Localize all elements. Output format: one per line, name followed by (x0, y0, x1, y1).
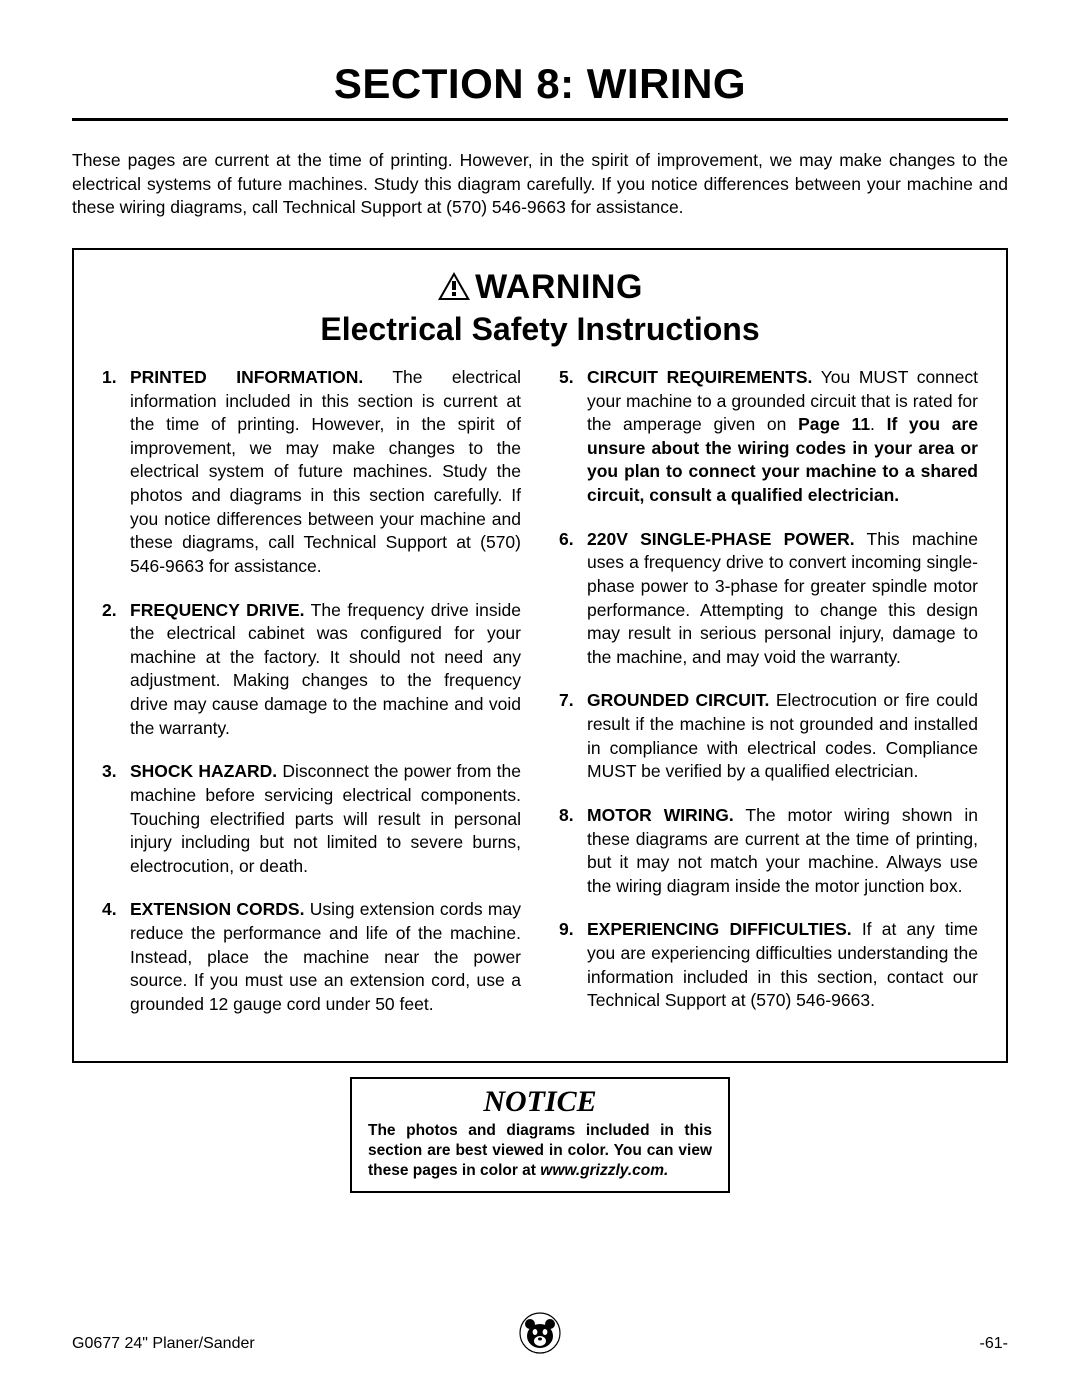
footer-right: -61- (980, 1335, 1008, 1353)
list-item: 4. EXTENSION CORDS. Using extension cord… (102, 898, 521, 1016)
item-number: 5. (559, 366, 574, 390)
item-number: 9. (559, 918, 574, 942)
item-body: This machine uses a frequency drive to c… (587, 529, 978, 667)
footer-left: G0677 24" Planer/Sander (72, 1335, 255, 1353)
item-title: CIRCUIT REQUIREMENTS. (587, 367, 812, 387)
item-title: EXTENSION CORDS. (130, 899, 304, 919)
warning-columns: 1. PRINTED INFORMATION. The electrical i… (102, 366, 978, 1037)
item-mid: . (870, 414, 887, 434)
section-title: SECTION 8: WIRING (72, 60, 1008, 108)
notice-url: www.grizzly.com. (540, 1162, 668, 1179)
warning-heading: WARNING (102, 268, 978, 307)
item-title: FREQUENCY DRIVE. (130, 600, 304, 620)
list-item: 3. SHOCK HAZARD. Disconnect the power fr… (102, 760, 521, 878)
item-body: The frequency drive inside the electrica… (130, 600, 521, 738)
list-item: 8. MOTOR WIRING. The motor wiring shown … (559, 804, 978, 899)
item-title: 220V SINGLE-PHASE POWER. (587, 529, 855, 549)
list-item: 6. 220V SINGLE-PHASE POWER. This machine… (559, 528, 978, 670)
title-rule (72, 118, 1008, 121)
item-number: 4. (102, 898, 117, 922)
list-item: 7. GROUNDED CIRCUIT. Electrocution or fi… (559, 689, 978, 784)
item-title: MOTOR WIRING. (587, 805, 734, 825)
item-number: 6. (559, 528, 574, 552)
warning-col-left: 1. PRINTED INFORMATION. The electrical i… (102, 366, 521, 1037)
intro-paragraph: These pages are current at the time of p… (72, 149, 1008, 220)
bear-logo-icon (519, 1312, 561, 1354)
item-number: 3. (102, 760, 117, 784)
notice-box: NOTICE The photos and diagrams included … (350, 1077, 730, 1193)
item-number: 1. (102, 366, 117, 390)
list-item: 2. FREQUENCY DRIVE. The frequency drive … (102, 599, 521, 741)
warning-box: WARNING Electrical Safety Instructions 1… (72, 248, 1008, 1063)
warning-heading-text: WARNING (475, 268, 643, 306)
warning-col-right: 5. CIRCUIT REQUIREMENTS. You MUST connec… (559, 366, 978, 1037)
item-bold-page: Page 11 (798, 414, 870, 434)
list-item: 1. PRINTED INFORMATION. The electrical i… (102, 366, 521, 579)
warning-triangle-icon (437, 271, 471, 301)
item-number: 7. (559, 689, 574, 713)
notice-title: NOTICE (368, 1085, 712, 1119)
item-number: 2. (102, 599, 117, 623)
page-footer: G0677 24" Planer/Sander -61- (72, 1335, 1008, 1353)
item-number: 8. (559, 804, 574, 828)
item-title: GROUNDED CIRCUIT. (587, 690, 769, 710)
item-title: EXPERIENCING DIFFICULTIES. (587, 919, 852, 939)
list-item: 5. CIRCUIT REQUIREMENTS. You MUST connec… (559, 366, 978, 508)
item-body: The electrical information included in t… (130, 367, 521, 576)
footer-logo (519, 1312, 561, 1359)
item-title: PRINTED INFORMATION. (130, 367, 363, 387)
warning-subheading: Electrical Safety Instructions (102, 311, 978, 348)
list-item: 9. EXPERIENCING DIFFICULTIES. If at any … (559, 918, 978, 1013)
notice-body: The photos and diagrams included in this… (368, 1121, 712, 1181)
item-title: SHOCK HAZARD. (130, 761, 277, 781)
